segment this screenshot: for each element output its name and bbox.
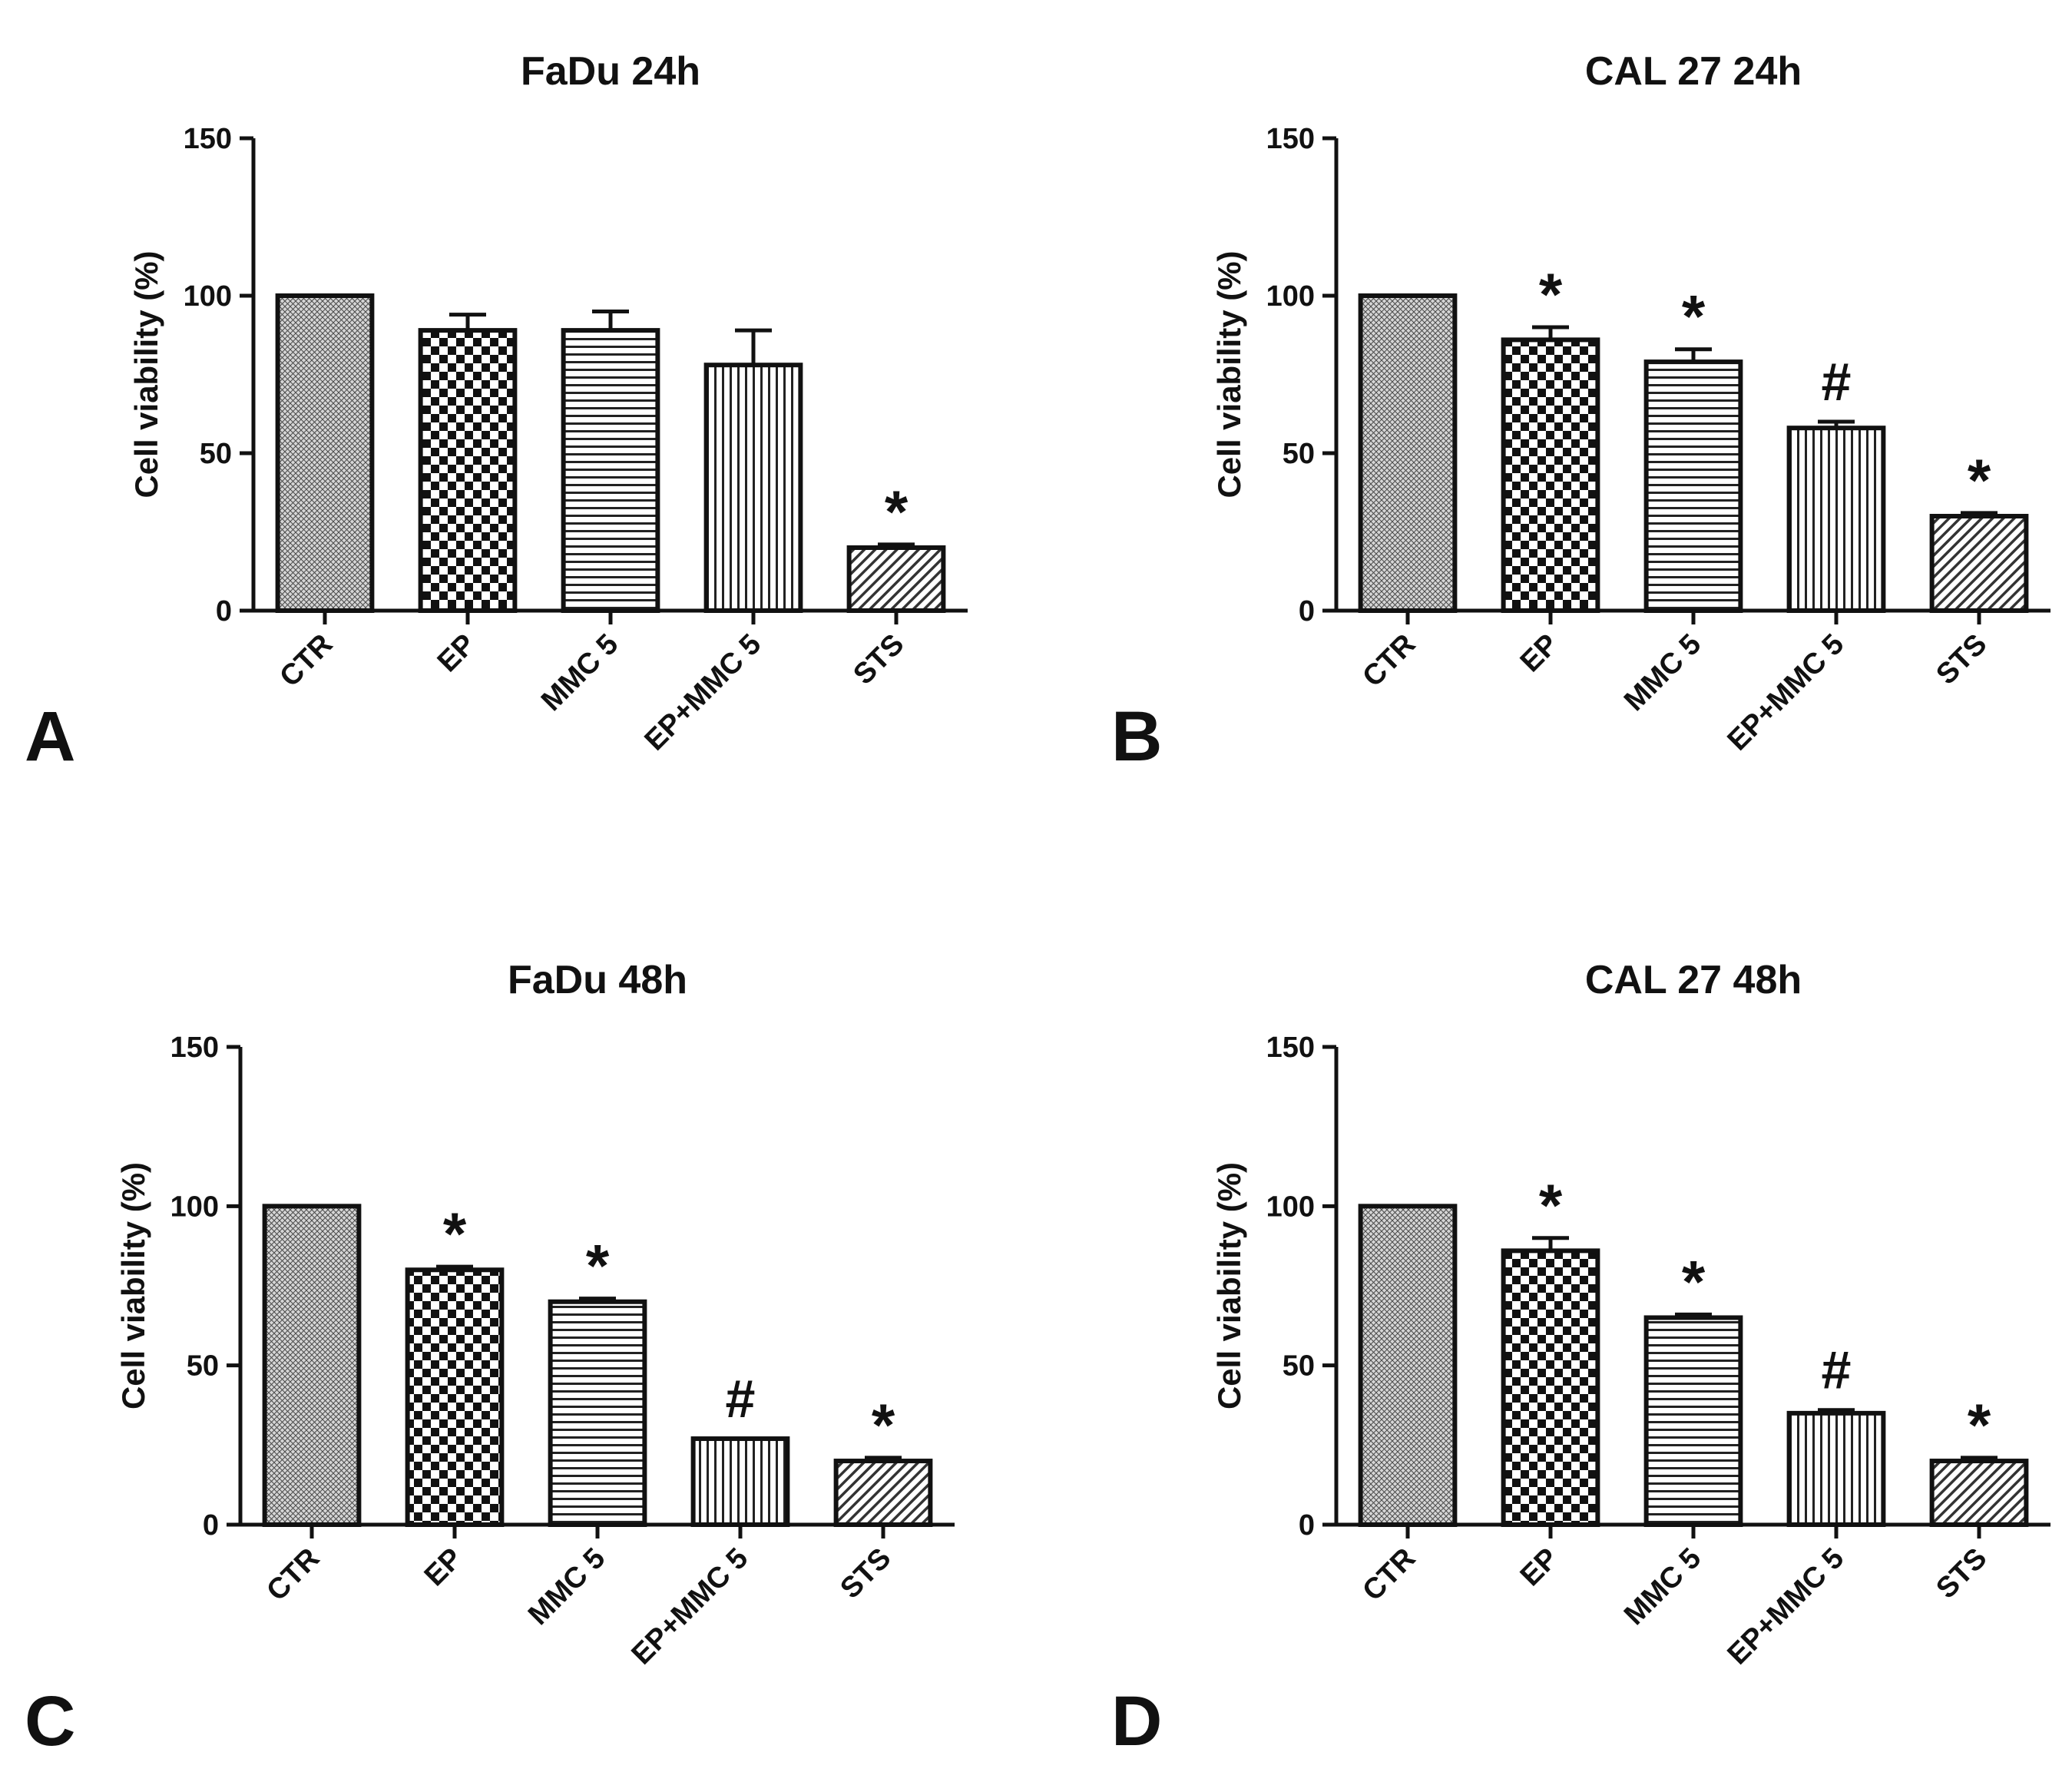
category-label-ep-mmc-5: EP+MMC 5 — [1722, 628, 1851, 757]
bar-ctr — [1358, 293, 1458, 613]
y-tick-label-150: 150 — [170, 1032, 219, 1064]
category-label-ep-mmc-5: EP+MMC 5 — [1722, 1542, 1851, 1671]
bar-ep — [418, 328, 518, 613]
category-label-mmc-5: MMC 5 — [1618, 1542, 1707, 1631]
category-label-mmc-5: MMC 5 — [535, 628, 624, 717]
y-tick-label-150: 150 — [1266, 1032, 1315, 1064]
panel-letter: C — [25, 1682, 75, 1760]
y-tick-label-0: 0 — [203, 1509, 219, 1542]
significance-marker-mmc-5: * — [1682, 283, 1706, 350]
significance-marker-ep-mmc-5: # — [1822, 352, 1852, 412]
panel-letter: B — [1111, 697, 1162, 776]
significance-marker-mmc-5: * — [586, 1232, 610, 1300]
bar-ep-mmc-5 — [1786, 426, 1886, 614]
bar-ctr — [1358, 1204, 1458, 1528]
significance-marker-sts: * — [1968, 446, 1991, 514]
panel-b: CAL 27 24h Cell viability (%) 0 50 100 150 CTR… — [1111, 49, 2050, 776]
significance-marker-ep: * — [1539, 1171, 1563, 1239]
category-label-ctr: CTR — [273, 628, 339, 694]
bar-sts — [833, 1459, 933, 1527]
y-tick-label-50: 50 — [187, 1350, 219, 1383]
category-label-mmc-5: MMC 5 — [1618, 628, 1707, 717]
category-label-ep-mmc-5: EP+MMC 5 — [639, 628, 768, 757]
chart-title: FaDu 48h — [508, 958, 687, 1002]
y-tick-label-0: 0 — [1299, 595, 1315, 628]
category-label-mmc-5: MMC 5 — [522, 1542, 611, 1631]
category-label-ep: EP — [419, 1542, 469, 1593]
category-label-sts: STS — [847, 628, 910, 691]
category-label-ep: EP — [432, 628, 482, 679]
bar-sts — [1929, 1459, 2029, 1527]
panel-c: FaDu 48h Cell viability (%) 0 50 100 150 CTR * E… — [25, 958, 955, 1760]
category-label-sts: STS — [834, 1542, 897, 1605]
panel-a: FaDu 24h Cell viability (%) 0 50 100 150 CTR EP… — [25, 49, 968, 776]
y-tick-label-50: 50 — [1283, 438, 1315, 470]
significance-marker-sts: * — [1968, 1391, 1991, 1459]
bar-ep-mmc-5 — [1786, 1410, 1886, 1528]
y-tick-label-100: 100 — [1266, 1191, 1315, 1223]
y-tick-label-0: 0 — [1299, 1509, 1315, 1542]
y-tick-label-100: 100 — [170, 1191, 219, 1223]
significance-marker-ep-mmc-5: # — [1822, 1340, 1852, 1400]
category-label-ctr: CTR — [260, 1542, 326, 1608]
category-label-ep: EP — [1514, 628, 1565, 679]
y-tick-label-150: 150 — [1266, 123, 1315, 155]
significance-marker-ep-mmc-5: # — [726, 1369, 756, 1429]
bar-sts — [1929, 514, 2029, 613]
bar-mmc-5 — [561, 328, 660, 613]
panel-letter: D — [1111, 1682, 1162, 1760]
significance-marker-ep: * — [1539, 260, 1563, 328]
y-tick-label-50: 50 — [200, 438, 232, 470]
y-axis-label: Cell viability (%) — [128, 250, 164, 498]
chart-title: CAL 27 24h — [1585, 49, 1802, 94]
category-label-ctr: CTR — [1356, 628, 1422, 694]
category-label-ep: EP — [1514, 1542, 1565, 1593]
bar-mmc-5 — [1643, 359, 1743, 613]
panel-letter: A — [25, 697, 75, 776]
y-axis-label: Cell viability (%) — [115, 1162, 151, 1409]
bar-mmc-5 — [1643, 1315, 1743, 1527]
bar-ep — [1501, 337, 1600, 613]
significance-marker-ep: * — [443, 1200, 467, 1267]
y-tick-label-50: 50 — [1283, 1350, 1315, 1383]
significance-marker-sts: * — [885, 478, 909, 545]
category-label-sts: STS — [1930, 628, 1993, 691]
category-label-sts: STS — [1930, 1542, 1993, 1605]
significance-marker-mmc-5: * — [1682, 1247, 1706, 1315]
bar-ctr — [262, 1204, 362, 1528]
bar-ep — [1501, 1248, 1600, 1528]
bar-mmc-5 — [548, 1299, 647, 1527]
y-tick-label-100: 100 — [1266, 280, 1315, 313]
y-tick-label-150: 150 — [184, 123, 232, 155]
y-axis-label: Cell viability (%) — [1211, 1162, 1247, 1409]
bar-ep-mmc-5 — [690, 1436, 790, 1528]
bar-ep — [405, 1267, 505, 1528]
y-tick-label-0: 0 — [216, 595, 232, 628]
category-label-ctr: CTR — [1356, 1542, 1422, 1608]
panel-d: CAL 27 48h Cell viability (%) 0 50 100 150 CTR… — [1111, 958, 2050, 1760]
bar-sts — [846, 545, 946, 613]
bar-ctr — [275, 293, 375, 613]
y-axis-label: Cell viability (%) — [1211, 250, 1247, 498]
chart-title: CAL 27 48h — [1585, 958, 1802, 1002]
y-tick-label-100: 100 — [184, 280, 232, 313]
bar-ep-mmc-5 — [703, 363, 803, 613]
category-label-ep-mmc-5: EP+MMC 5 — [626, 1542, 755, 1671]
chart-title: FaDu 24h — [521, 49, 700, 94]
significance-marker-sts: * — [872, 1391, 895, 1459]
